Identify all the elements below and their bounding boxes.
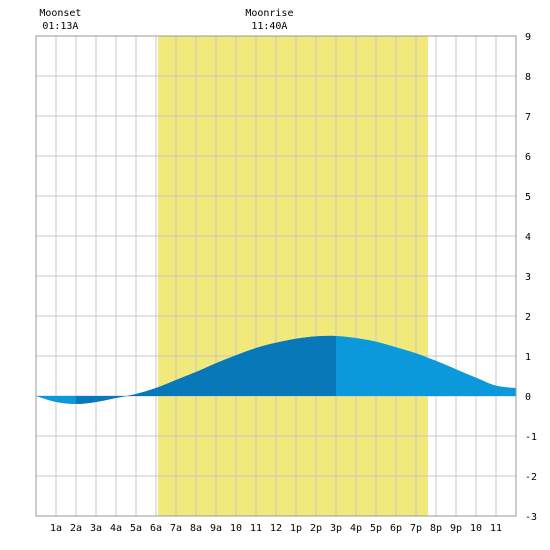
y-tick-label: 9 xyxy=(525,32,531,43)
x-tick-label: 2a xyxy=(70,523,82,534)
moon-event-time: 01:13A xyxy=(42,21,78,32)
x-tick-label: 9a xyxy=(210,523,222,534)
x-tick-label: 7p xyxy=(410,523,422,534)
x-tick-label: 3a xyxy=(90,523,102,534)
moon-event-label: Moonset xyxy=(39,8,81,19)
x-tick-label: 6a xyxy=(150,523,162,534)
y-tick-label: 5 xyxy=(525,192,531,203)
x-tick-label: 9p xyxy=(450,523,462,534)
x-tick-label: 5p xyxy=(370,523,382,534)
y-tick-label: 0 xyxy=(525,392,531,403)
x-tick-label: 12 xyxy=(270,523,282,534)
y-tick-label: 4 xyxy=(525,232,531,243)
y-tick-label: 8 xyxy=(525,72,531,83)
y-tick-label: -1 xyxy=(525,432,537,443)
y-tick-label: -2 xyxy=(525,472,537,483)
tide-area-rising xyxy=(76,335,336,404)
y-tick-label: -3 xyxy=(525,512,537,523)
x-tick-label: 8a xyxy=(190,523,202,534)
moon-event-time: 11:40A xyxy=(251,21,287,32)
x-tick-label: 3p xyxy=(330,523,342,534)
y-tick-label: 3 xyxy=(525,272,531,283)
y-tick-label: 6 xyxy=(525,152,531,163)
y-tick-label: 7 xyxy=(525,112,531,123)
x-tick-label: 6p xyxy=(390,523,402,534)
x-tick-label: 1p xyxy=(290,523,302,534)
x-tick-label: 5a xyxy=(130,523,142,534)
x-tick-label: 1a xyxy=(50,523,62,534)
y-tick-label: 1 xyxy=(525,352,531,363)
x-tick-label: 10 xyxy=(470,523,482,534)
x-tick-label: 7a xyxy=(170,523,182,534)
moon-event-label: Moonrise xyxy=(245,8,293,19)
y-tick-label: 2 xyxy=(525,312,531,323)
x-tick-label: 11 xyxy=(490,523,502,534)
tide-group xyxy=(36,335,516,404)
x-tick-label: 10 xyxy=(230,523,242,534)
x-tick-label: 2p xyxy=(310,523,322,534)
tide-dark-group xyxy=(76,335,336,404)
x-tick-label: 4p xyxy=(350,523,362,534)
x-tick-label: 4a xyxy=(110,523,122,534)
x-tick-label: 11 xyxy=(250,523,262,534)
plot-frame xyxy=(35,35,517,517)
x-tick-label: 8p xyxy=(430,523,442,534)
